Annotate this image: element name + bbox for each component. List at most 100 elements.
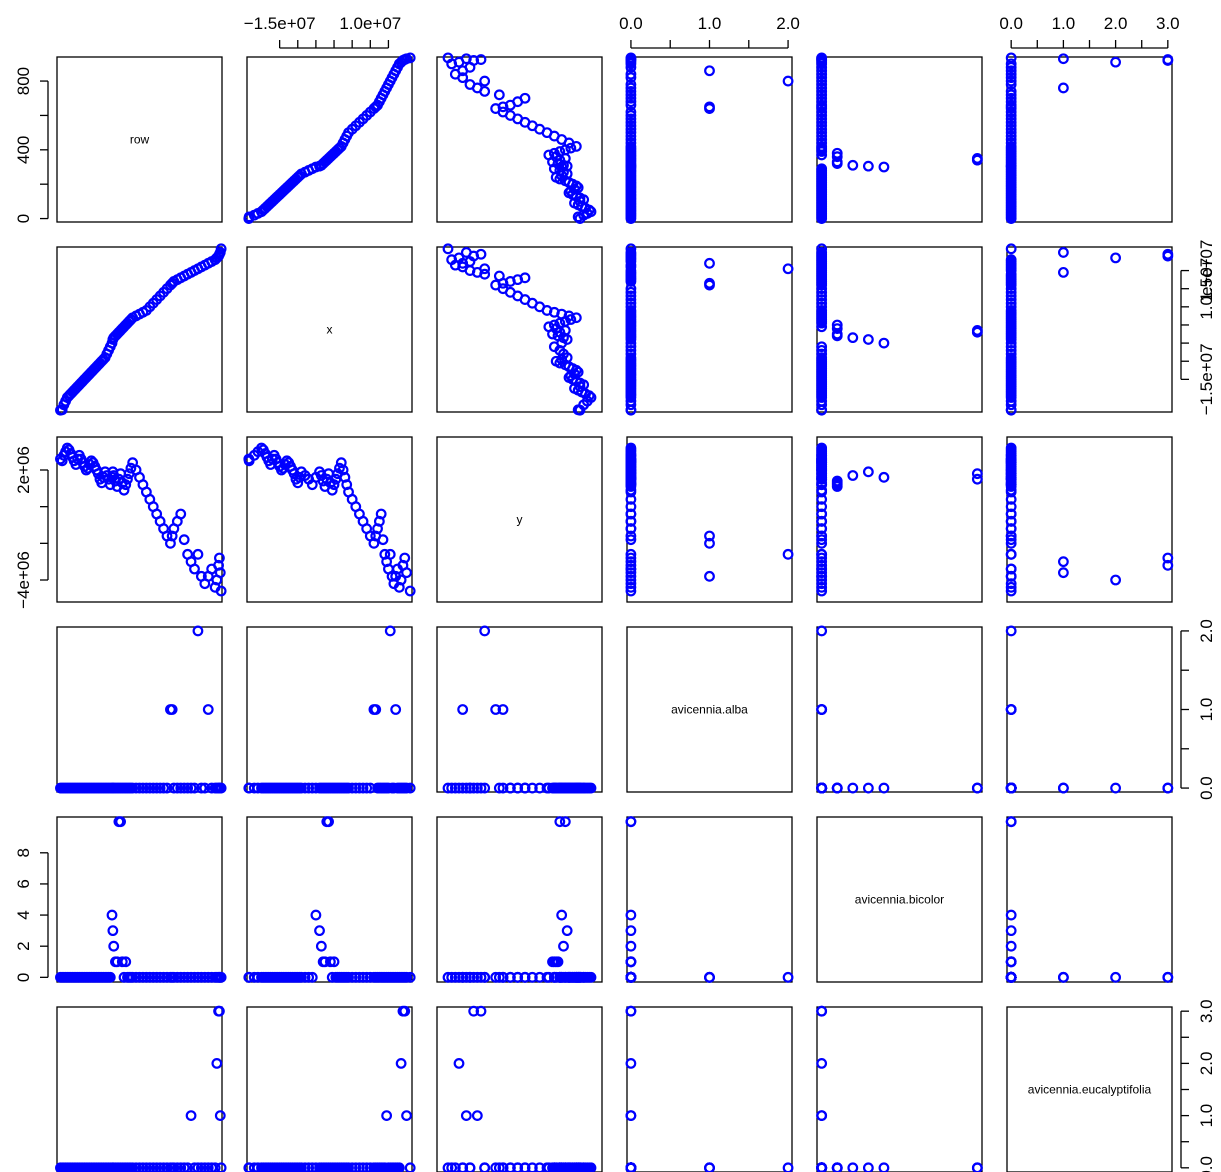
point-0-4-57: [816, 96, 828, 108]
point-5-1-50: [354, 1162, 365, 1172]
point-1-2-73: [442, 243, 454, 255]
point-4-1-30: [310, 909, 322, 921]
point-2-5-73: [1005, 585, 1017, 597]
point-4-5-36: [1005, 816, 1017, 828]
point-5-2-47: [541, 1162, 553, 1172]
panel-frame: [816, 816, 983, 983]
point-0-4-37: [831, 151, 843, 163]
panel-frame: [436, 246, 603, 413]
point-0-3-73: [625, 52, 637, 64]
point-4-2-73: [442, 971, 454, 983]
point-3-2-55: [497, 704, 509, 715]
point-0-3-62: [625, 79, 637, 90]
point-0-3-44: [625, 137, 637, 149]
point-0-5-47: [1005, 127, 1017, 139]
point-2-1-73: [404, 585, 416, 597]
point-4-3-31: [625, 925, 637, 937]
point-4-0-64: [195, 971, 207, 983]
point-0-3-45: [625, 134, 637, 145]
point-4-0-59: [178, 971, 190, 983]
point-0-4-60: [816, 85, 828, 97]
point-2-5-69: [1110, 574, 1122, 586]
panel-frame: [1006, 246, 1173, 413]
point-4-2-69: [453, 971, 465, 983]
point-5-2-58: [519, 1162, 531, 1172]
point-3-2-48: [534, 782, 546, 794]
point-4-2-49: [526, 971, 538, 983]
point-5-2-49: [526, 1162, 538, 1172]
point-4-2-67: [464, 971, 476, 983]
point-1-4-72: [816, 247, 828, 258]
point-3-0-45: [134, 782, 145, 794]
point-5-4-73: [816, 1162, 828, 1172]
point-4-0-46: [137, 971, 149, 983]
point-2-1-63: [384, 548, 396, 560]
point-3-0-58: [175, 782, 187, 794]
point-1-4-47: [816, 305, 828, 316]
point-0-3-61: [625, 82, 637, 94]
panel-frame: [246, 56, 413, 223]
point-5-2-54: [490, 1162, 502, 1172]
panel-1-5: [1005, 243, 1174, 416]
point-2-4-69: [816, 574, 828, 586]
point-3-4-39: [831, 782, 843, 794]
tick-label: 2e+06: [14, 446, 33, 494]
point-0-3-63: [782, 75, 794, 87]
panel-3-1: [243, 625, 416, 794]
point-1-3-28: [625, 344, 637, 356]
point-1-2-39: [548, 319, 560, 331]
point-3-0-55: [166, 704, 178, 715]
point-2-0-63: [192, 548, 204, 560]
point-2-0-42: [125, 462, 137, 474]
panel-3-4: [816, 625, 983, 794]
point-0-2-71: [475, 54, 487, 65]
point-1-3-55: [704, 277, 715, 289]
point-2-3-43: [625, 457, 637, 469]
point-2-5-46: [1005, 479, 1017, 491]
point-3-1-48: [346, 782, 358, 794]
point-4-2-72: [460, 971, 472, 983]
point-4-0-61: [185, 971, 197, 983]
point-5-2-44: [563, 1162, 575, 1172]
point-5-2-66: [457, 1162, 469, 1172]
point-2-4-61: [816, 556, 828, 568]
point-5-2-73: [442, 1162, 454, 1172]
point-5-1-48: [346, 1162, 358, 1172]
tick-label: 1.0e+07: [1197, 258, 1216, 320]
point-3-1-50: [354, 782, 365, 794]
point-4-5-39: [1005, 956, 1017, 968]
point-4-0-48: [144, 971, 156, 983]
tick-label: 4: [14, 910, 33, 919]
point-5-0-53: [161, 1162, 173, 1172]
point-0-4-48: [816, 123, 828, 135]
panel-frame: [816, 626, 983, 793]
top-axis-x: −1.5e+07 1.0e+07: [244, 14, 401, 49]
point-2-4-36: [971, 468, 983, 480]
point-3-1-49: [350, 782, 362, 794]
panel-5-3: [625, 1005, 794, 1172]
point-4-2-70: [468, 971, 480, 983]
point-0-4-49: [816, 120, 828, 132]
point-2-4-49: [816, 501, 828, 513]
point-3-2-47: [541, 782, 553, 794]
point-3-2-70: [468, 782, 480, 794]
point-1-3-27: [625, 348, 637, 360]
panel-4-0: [55, 816, 227, 983]
point-3-0-43: [127, 782, 139, 794]
point-0-4-56: [816, 99, 828, 111]
point-3-0-59: [178, 782, 190, 794]
panel-frame: [436, 436, 603, 603]
point-2-3-59: [625, 534, 637, 546]
point-0-5-58: [1005, 92, 1017, 104]
point-1-5-50: [1005, 294, 1017, 305]
tick-label: 2.0: [1104, 14, 1128, 33]
point-2-0-59: [178, 534, 190, 546]
point-2-3-58: [625, 508, 637, 520]
panel-frame: [626, 436, 793, 603]
point-0-5-71: [1162, 54, 1174, 65]
point-1-4-50: [816, 294, 828, 305]
point-4-0-51: [154, 971, 166, 983]
point-4-1-36: [323, 816, 334, 828]
point-4-3-30: [625, 909, 637, 921]
point-0-4-39: [831, 147, 843, 159]
